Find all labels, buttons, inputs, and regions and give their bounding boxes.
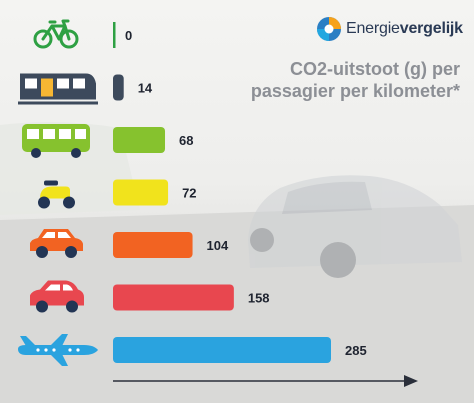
value-label-small-car: 158 xyxy=(248,291,270,306)
energievergelijk-logo-icon xyxy=(317,17,341,41)
value-label-train: 14 xyxy=(138,81,153,96)
chart-title-line-1: CO2-uitstoot (g) per xyxy=(290,59,460,79)
value-label-bus: 68 xyxy=(179,133,193,148)
car-photo xyxy=(248,175,462,278)
bar-bicycle xyxy=(113,22,116,48)
scooter-icon xyxy=(38,174,75,209)
value-label-car: 104 xyxy=(207,238,229,253)
brand-name: Energievergelijk xyxy=(346,20,463,37)
bicycle-icon xyxy=(33,19,79,49)
bar-small-car xyxy=(113,284,234,311)
bar-train xyxy=(113,74,124,101)
small-car-icon xyxy=(30,280,84,313)
bar-bus xyxy=(113,127,166,153)
bar-car xyxy=(113,232,193,258)
x-axis-arrow-icon xyxy=(404,375,418,387)
value-label-airplane: 285 xyxy=(345,343,367,358)
train-icon xyxy=(18,73,98,105)
bar-airplane xyxy=(113,337,331,363)
bar-scooter xyxy=(113,179,169,206)
value-label-bicycle: 0 xyxy=(125,28,132,43)
bus-icon xyxy=(22,124,90,158)
chart-title-line-2: passagier per kilometer* xyxy=(250,81,460,101)
chart-title: CO2-uitstoot (g) per passagier per kilom… xyxy=(200,58,460,102)
airplane-icon xyxy=(18,334,98,366)
brand-logo: Energievergelijk xyxy=(316,14,463,44)
car-icon xyxy=(30,229,83,258)
value-label-scooter: 72 xyxy=(182,186,196,201)
